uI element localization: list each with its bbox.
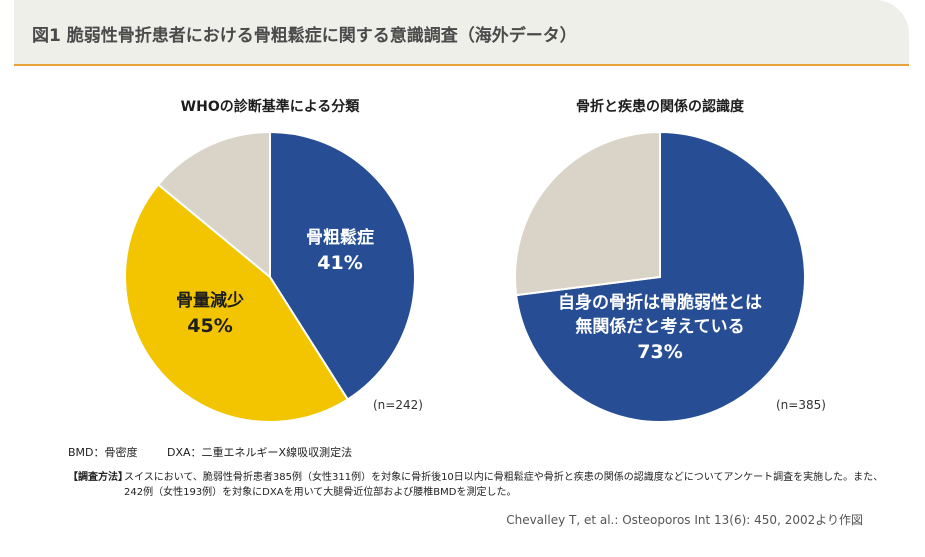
chart2-slice-1-value: 73% (637, 341, 682, 363)
chart1-slice-2 (124, 183, 350, 423)
chart2-slice-1-label-2: 無関係だと考えている (575, 316, 744, 337)
figure-title: 図1 脆弱性骨折患者における骨粗鬆症に関する意識調査（海外データ） (32, 26, 577, 46)
chart1-slice-2-value: 45% (187, 315, 232, 337)
chart1-slice-2-label-1: 骨量減少 (176, 290, 244, 311)
chart2-slice-1-label-1: 自身の骨折は骨脆弱性とは (558, 292, 762, 313)
dxa-note: DXA：二重エネルギーX線吸収測定法 (167, 446, 353, 459)
chart2-title: 骨折と疾患の関係の認識度 (576, 99, 744, 115)
chart1-slice-1-label-1: 骨粗鬆症 (306, 227, 374, 248)
abbreviation-footnote: BMD：骨密度 DXA：二重エネルギーX線吸収測定法 (68, 444, 378, 460)
citation: Chevalley T, et al.: Osteoporos Int 13(6… (506, 513, 863, 527)
bmd-note: BMD：骨密度 (68, 446, 138, 459)
method-text: スイスにおいて、脆弱性骨折患者385例（女性311例）を対象に骨折後10日以内に… (124, 472, 884, 498)
chart2-sample-size: (n=385) (776, 398, 826, 412)
chart1-slice-1-value: 41% (317, 252, 362, 274)
chart1-title: WHOの診断基準による分類 (180, 99, 360, 115)
chart1-sample-size: (n=242) (373, 398, 423, 412)
chart2-slice-2 (514, 130, 661, 297)
method-label: 【調査方法】 (68, 472, 128, 483)
header-bar: 図1 脆弱性骨折患者における骨粗鬆症に関する意識調査（海外データ） (14, 0, 909, 66)
chart1-slice-3 (156, 130, 271, 280)
survey-method: 【調査方法】 スイスにおいて、脆弱性骨折患者385例（女性311例）を対象に骨折… (68, 470, 888, 500)
